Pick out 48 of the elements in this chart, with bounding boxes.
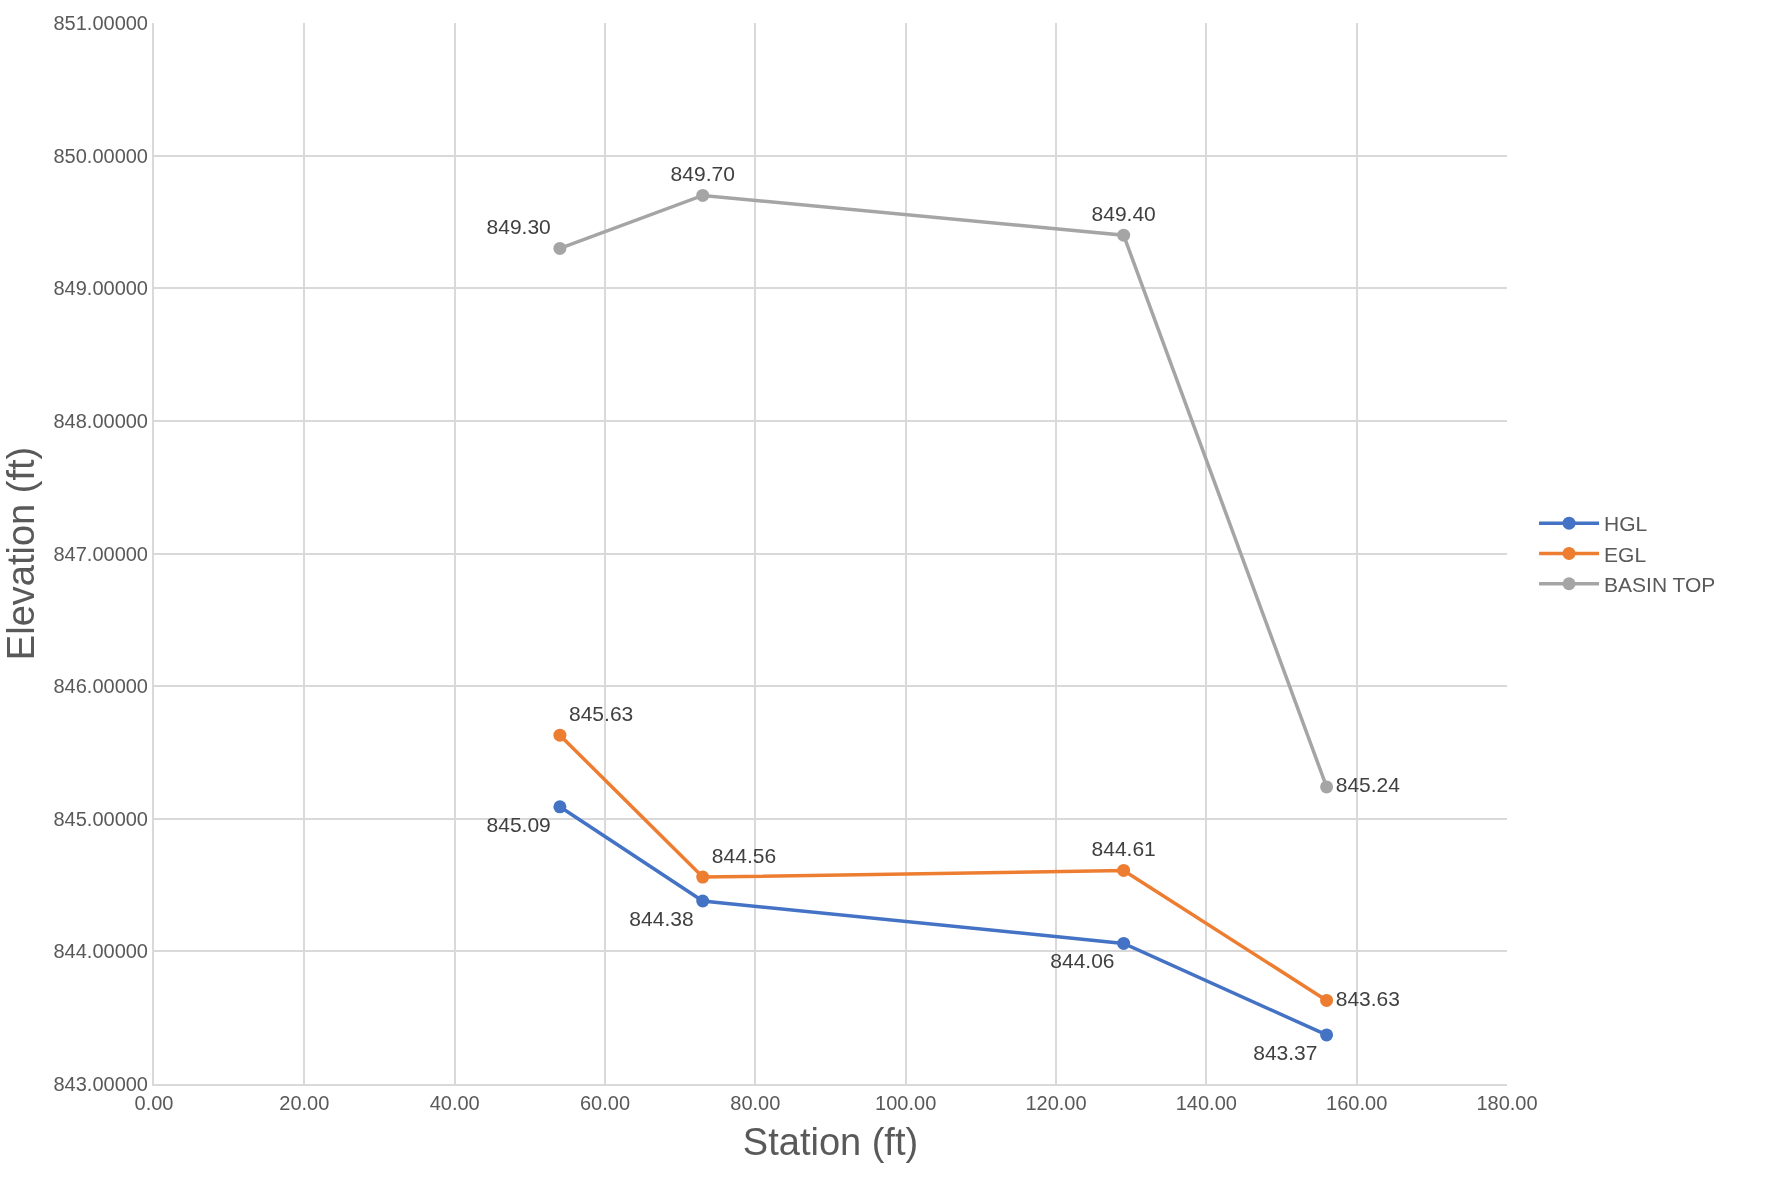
data-label: 844.38: [629, 906, 694, 930]
y-tick-label: 848.00000: [53, 409, 148, 432]
data-label: 845.09: [486, 812, 551, 836]
point: [1117, 936, 1131, 950]
data-label: 844.06: [1050, 949, 1115, 973]
data-label: 844.56: [711, 843, 777, 867]
point: [1320, 993, 1334, 1007]
x-tick-label: 100.00: [875, 1092, 937, 1114]
x-tick-label: 160.00: [1326, 1092, 1388, 1114]
point: [553, 241, 567, 255]
x-tick-label: 120.00: [1025, 1092, 1087, 1114]
point: [1320, 780, 1334, 794]
point: [1320, 1028, 1334, 1042]
point: [553, 728, 567, 742]
y-tick-label: 846.00000: [53, 675, 148, 698]
point: [1117, 228, 1131, 242]
legend-label: HGL: [1604, 512, 1648, 536]
y-tick-label: 847.00000: [53, 542, 148, 565]
legend-label: BASIN TOP: [1604, 572, 1716, 596]
x-tick-label: 80.00: [730, 1092, 781, 1114]
x-tick-label: 40.00: [429, 1092, 480, 1114]
point: [696, 188, 710, 202]
y-axis-title: Elevation (ft): [0, 446, 42, 661]
data-label: 843.37: [1253, 1040, 1318, 1064]
x-axis-title: Station (ft): [742, 1120, 919, 1163]
data-label: 845.24: [1335, 773, 1401, 797]
y-tick-label: 850.00000: [53, 144, 148, 167]
point: [696, 870, 710, 884]
data-label: 849.40: [1091, 201, 1156, 225]
x-tick-label: 20.00: [279, 1092, 330, 1114]
y-tick-label: 849.00000: [53, 277, 148, 300]
x-tick-label: 60.00: [579, 1092, 631, 1114]
x-tick-label: 0.00: [134, 1092, 174, 1114]
data-label: 849.30: [486, 215, 551, 239]
y-tick-label: 843.00000: [53, 1073, 148, 1095]
legend-label: EGL: [1604, 542, 1647, 566]
x-tick-label: 180.00: [1476, 1092, 1538, 1114]
data-label: 845.63: [569, 701, 634, 725]
point: [553, 800, 567, 814]
point: [1117, 863, 1131, 877]
data-label: 844.61: [1091, 837, 1156, 861]
y-tick-label: 851.00000: [53, 12, 148, 34]
data-label: 843.63: [1335, 986, 1400, 1010]
y-tick-label: 844.00000: [53, 940, 148, 963]
y-tick-label: 845.00000: [53, 807, 148, 830]
data-label: 849.70: [670, 162, 735, 186]
x-tick-label: 140.00: [1175, 1092, 1237, 1114]
point: [696, 894, 710, 908]
